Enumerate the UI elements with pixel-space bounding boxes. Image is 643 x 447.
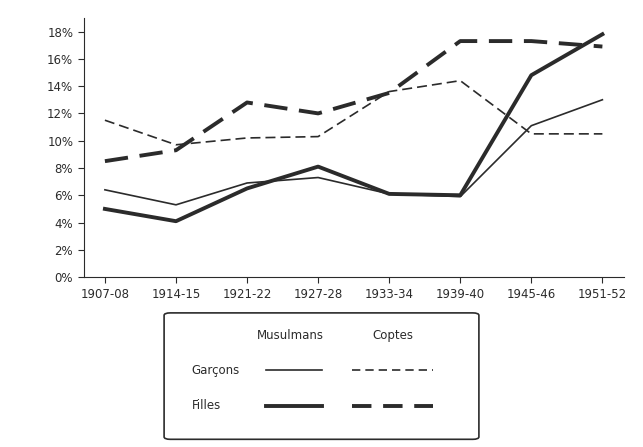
- Text: Garçons: Garçons: [192, 364, 240, 377]
- Text: Coptes: Coptes: [372, 329, 413, 342]
- Text: Musulmans: Musulmans: [257, 329, 324, 342]
- Text: Filles: Filles: [192, 399, 221, 412]
